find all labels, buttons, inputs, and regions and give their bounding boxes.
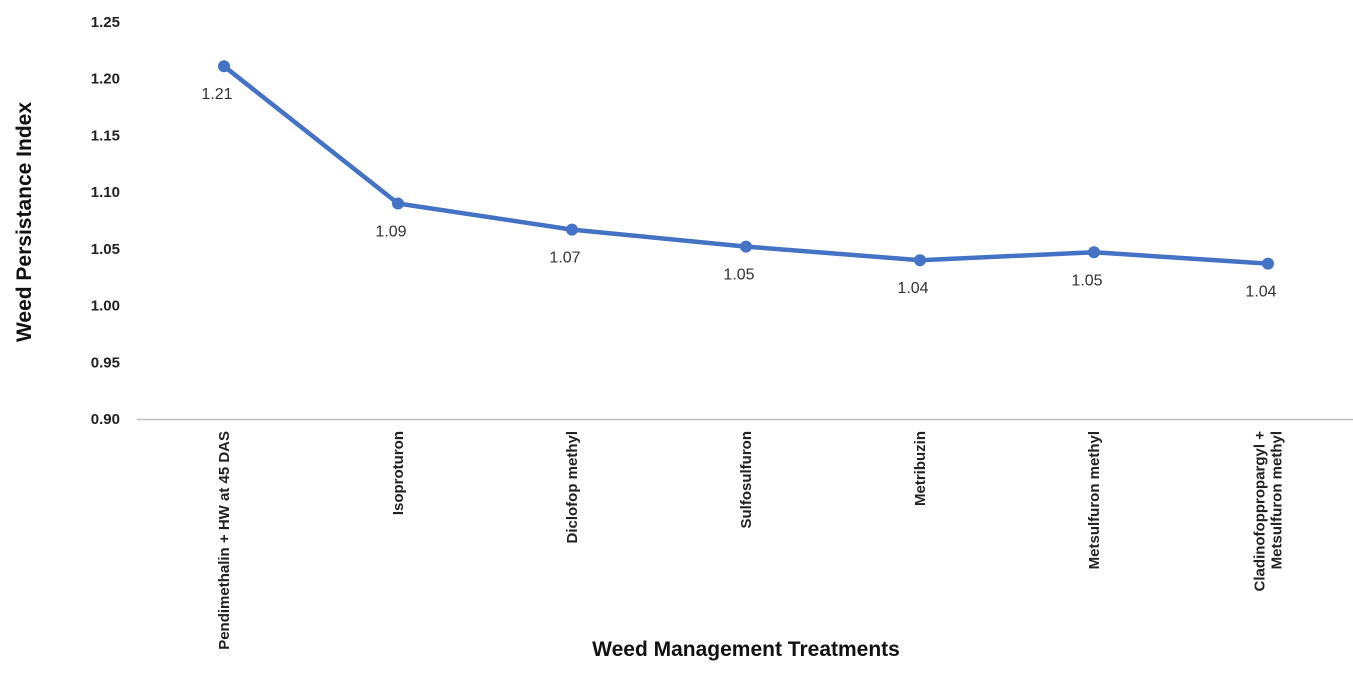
data-label: 1.21: [201, 86, 232, 103]
x-category-label-line: Sulfosulfuron: [738, 431, 755, 529]
x-category-label-line: Cladinofoppropargyl +: [1252, 431, 1269, 592]
x-category-label: Pendimethalin + HW at 45 DAS: [216, 431, 233, 650]
y-axis-ticks: 0.90 0.95 1.00 1.05 1.10 1.15 1.20 1.25: [91, 14, 120, 428]
x-category-label-line: Isoproturon: [390, 431, 407, 515]
data-label: 1.04: [897, 280, 928, 297]
x-category-label: Diclofop methyl: [564, 431, 581, 544]
data-label: 1.07: [549, 250, 580, 267]
data-point: [392, 197, 404, 210]
x-category-label: Metribuzin: [912, 431, 929, 506]
data-point: [914, 254, 926, 267]
y-tick-label: 1.20: [91, 71, 120, 88]
x-category-label-line: Metsulfuron methyl: [1269, 431, 1286, 569]
x-category-label-line: Diclofop methyl: [564, 431, 581, 544]
x-category-label: Cladinofoppropargyl +Metsulfuron methyl: [1252, 431, 1286, 592]
data-label: 1.05: [1071, 272, 1102, 289]
data-labels: 1.21 1.09 1.07 1.05 1.04 1.05 1.04: [201, 86, 1276, 300]
x-category-label: Isoproturon: [390, 431, 407, 515]
y-tick-label: 0.95: [91, 354, 120, 371]
y-tick-label: 1.05: [91, 241, 120, 258]
x-axis-title: Weed Management Treatments: [592, 638, 900, 661]
x-category-label-line: Metribuzin: [912, 431, 929, 506]
y-tick-label: 1.10: [91, 184, 120, 201]
data-point: [566, 223, 578, 236]
y-tick-label: 1.15: [91, 127, 120, 144]
data-label: 1.05: [723, 267, 754, 284]
y-tick-label: 1.00: [91, 298, 120, 315]
data-label: 1.09: [375, 224, 406, 241]
x-category-label: Metsulfuron methyl: [1086, 431, 1103, 569]
data-point: [1262, 257, 1274, 270]
x-category-label: Sulfosulfuron: [738, 431, 755, 529]
x-category-label-line: Metsulfuron methyl: [1086, 431, 1103, 569]
y-tick-label: 0.90: [91, 411, 120, 428]
x-category-label-line: Pendimethalin + HW at 45 DAS: [216, 431, 233, 650]
data-point: [740, 240, 752, 253]
y-tick-label: 1.25: [91, 14, 120, 31]
data-label: 1.04: [1245, 284, 1276, 301]
data-point: [1088, 246, 1100, 259]
data-point: [218, 60, 230, 73]
y-axis-title: Weed Persistance Index: [13, 102, 36, 342]
x-axis-categories: Pendimethalin + HW at 45 DAS Isoproturon D…: [216, 431, 1286, 650]
data-points: [218, 60, 1274, 270]
